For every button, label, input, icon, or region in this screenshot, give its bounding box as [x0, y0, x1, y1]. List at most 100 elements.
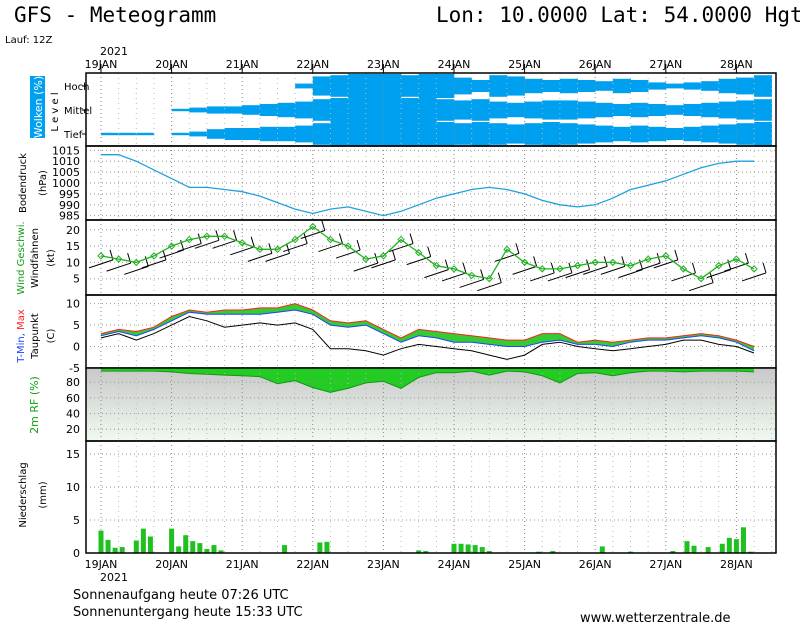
wind-speed-point-3 [150, 252, 158, 260]
cloud-cell-1-18 [418, 98, 437, 122]
cloud-cell-2-2 [136, 132, 155, 136]
precip-bar-19 [423, 551, 429, 553]
precip-bar-31 [684, 541, 690, 553]
wind-barb-37 [741, 272, 767, 282]
pressure-ylabel: Bodendruck [18, 153, 29, 213]
precip-bar-5 [140, 528, 146, 553]
wind-barb-2 [124, 265, 149, 275]
cloud-cell-0-23 [506, 76, 525, 96]
wind-barb-flag-8 [250, 236, 255, 247]
wind-speed-point-35 [715, 261, 723, 270]
wind-speed-point-23 [503, 245, 511, 254]
cloud-cell-1-12 [312, 99, 331, 121]
cloud-level-2: Tief [63, 130, 83, 141]
wind-speed-point-30 [626, 261, 635, 270]
cloud-cell-2-33 [683, 126, 702, 142]
top-date-labels: 19JAN 20JAN 21JAN 22JAN 23JAN 24JAN 25JAN 26JAN… [85, 58, 753, 73]
pressure-unit: (hPa) [38, 170, 49, 196]
cloud-cell-0-27 [577, 80, 596, 92]
precip-bar-28 [599, 546, 605, 553]
precip-bar-1 [105, 539, 111, 553]
wind-ylabel-speed: Wind Geschwi. [16, 221, 27, 294]
cloud-cell-0-34 [701, 81, 720, 91]
precip-bar-15 [282, 545, 288, 553]
wind-speed-point-37 [750, 265, 758, 273]
bottom-date-3: 22JAN [296, 558, 329, 571]
wind-barb-flag-32 [674, 249, 679, 261]
bottom-date-2: 21JAN [226, 558, 259, 571]
cloud-cell-2-1 [118, 132, 137, 136]
precip-bar-2 [112, 547, 118, 553]
precip-bar-22 [465, 544, 471, 553]
cloud-cell-0-19 [436, 74, 455, 98]
bottom-date-6: 25JAN [508, 558, 541, 571]
cloud-cell-0-35 [718, 78, 737, 94]
cloud-ylabel: Wolken (%) [32, 76, 45, 138]
rh-ytick-2: 60 [66, 392, 80, 405]
sunset: Sonnenuntergang heute 15:33 UTC [73, 605, 303, 620]
wind-speed-point-31 [644, 255, 652, 263]
precip-ytick-2: 10 [66, 481, 80, 494]
precip-bar-6 [147, 536, 153, 553]
temp-ytick-2: 5 [73, 319, 80, 332]
temp-min-line [100, 309, 755, 352]
wind-speed-point-28 [591, 258, 599, 267]
wind-speed-point-34 [697, 274, 705, 283]
cloud-cell-0-22 [489, 75, 508, 97]
wind-speed-point-22 [485, 274, 494, 283]
wind-speed-point-1 [114, 255, 123, 263]
wind-barb-flag-2 [144, 256, 149, 267]
cloud-cell-1-5 [189, 107, 208, 113]
wind-barb-30 [618, 269, 643, 279]
cloud-cell-2-14 [348, 122, 367, 146]
temp-max-line [100, 303, 755, 347]
wind-barb-36 [724, 262, 749, 272]
cloud-label-bg [30, 76, 45, 138]
cloud-cell-1-20 [454, 100, 472, 120]
cloud-cell-1-4 [171, 108, 190, 112]
wind-barb-14 [335, 249, 361, 259]
bottom-date-0: 19JAN [85, 558, 118, 571]
wind-barb-21 [459, 278, 484, 288]
cloud-level-0: Hoch [64, 82, 89, 93]
precip-bar-25 [486, 551, 492, 553]
cloud-cell-0-31 [648, 82, 667, 90]
wind-speed-point-14 [344, 242, 352, 250]
precip-bar-8 [176, 546, 182, 553]
dewpoint-line [100, 315, 755, 360]
wind-barb-flag-3 [162, 249, 167, 261]
cloud-cell-2-32 [665, 128, 684, 140]
wind-speed-point-33 [679, 265, 688, 273]
wind-speed-point-19 [432, 261, 441, 270]
temp-ylabel-min: T-Min, [16, 333, 27, 364]
precip-bar-0 [98, 530, 104, 553]
cloud-cell-1-36 [736, 100, 755, 120]
cloud-cell-1-34 [701, 102, 720, 118]
wind-barb-flag-13 [338, 233, 343, 244]
cloud-cell-2-20 [454, 123, 472, 145]
wind-speed-point-16 [379, 252, 388, 260]
cloud-cell-1-23 [506, 102, 525, 118]
cloud-cell-1-24 [524, 101, 543, 119]
cloud-cell-2-13 [330, 122, 349, 146]
precip-bar-35 [726, 537, 732, 553]
cloud-cell-0-24 [524, 78, 543, 94]
cloud-cell-1-30 [630, 102, 649, 118]
cloud-cell-2-7 [224, 128, 243, 140]
cloud-cell-0-14 [348, 74, 367, 98]
cloud-cell-2-15 [365, 122, 384, 146]
temp-ylabel-dew: Taupunkt [30, 313, 41, 360]
cloud-cell-0-17 [401, 75, 419, 97]
wind-ytick-0: 5 [73, 273, 80, 286]
cloud-cell-1-29 [612, 104, 631, 116]
wind-speed-point-36 [732, 255, 741, 263]
wind-barb-34 [688, 282, 714, 292]
precip-ylabel: Niederschlag [18, 462, 29, 527]
rh-top-fill [101, 368, 754, 393]
wind-barb-flag-26 [568, 262, 573, 274]
precip-bar-34 [719, 543, 725, 553]
bottom-date-4: 23JAN [367, 558, 400, 571]
wind-barb-13 [318, 243, 343, 253]
wind-barb-25 [530, 272, 555, 282]
temp-ytick-3: 10 [66, 298, 80, 311]
